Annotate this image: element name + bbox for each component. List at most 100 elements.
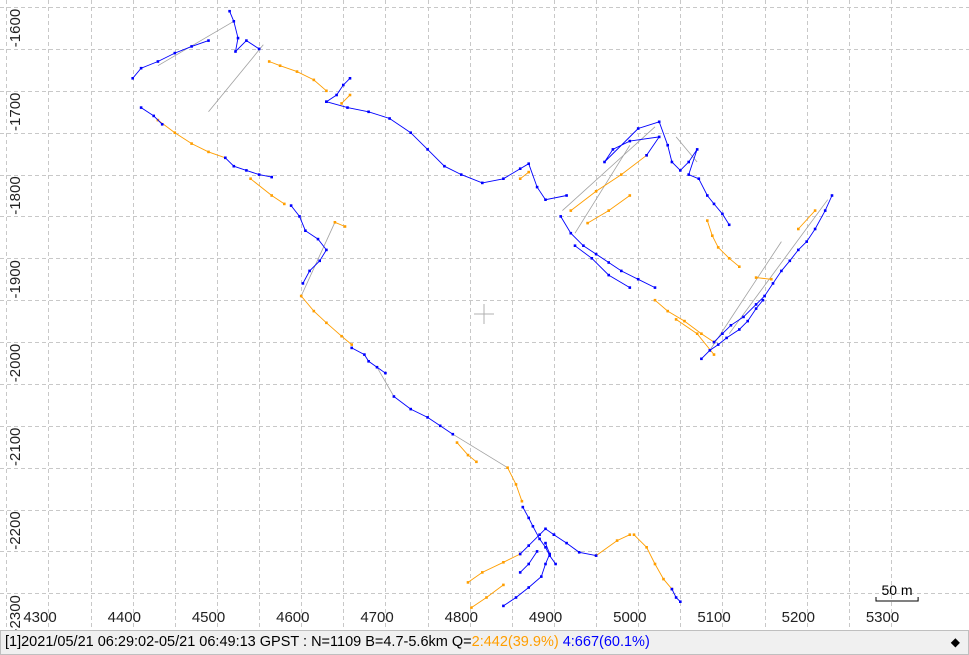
track-point — [190, 45, 193, 48]
track-point — [348, 77, 352, 80]
menu-diamond-icon[interactable]: ◆ — [950, 635, 960, 649]
track-point — [552, 533, 556, 536]
track-point — [716, 246, 720, 249]
track-point — [628, 194, 632, 197]
track-point — [518, 177, 522, 180]
track-point — [805, 240, 808, 243]
track-point — [830, 194, 834, 197]
track-point — [729, 324, 733, 327]
track-point — [514, 596, 518, 599]
track-point — [569, 231, 573, 235]
series-line — [574, 245, 631, 288]
track-plot[interactable]: 4300 4400 4500 4600 4700 4800 4900 5000 5100 5200… — [0, 0, 969, 630]
track-point — [375, 365, 379, 369]
track-point — [232, 164, 236, 168]
track-point — [594, 252, 598, 256]
track-point — [742, 315, 745, 319]
connector-lines — [157, 20, 829, 469]
track-point — [657, 135, 661, 139]
track-point — [388, 117, 391, 120]
connector-line — [728, 199, 829, 334]
track-point — [531, 525, 535, 528]
status-summary: [1]2021/05/21 06:29:02-05/21 06:49:13 GP… — [5, 634, 472, 650]
track-point — [518, 571, 522, 574]
track-point — [636, 277, 640, 281]
track-point — [514, 483, 518, 486]
track-point — [770, 277, 773, 281]
track-point — [367, 110, 370, 114]
track-point — [700, 357, 703, 361]
track-point — [318, 259, 321, 263]
series-line — [250, 178, 285, 205]
track-point — [554, 562, 557, 566]
y-tick-label: -2100 — [7, 428, 24, 466]
track-point — [325, 89, 328, 93]
series-line — [229, 11, 260, 53]
series-line — [132, 40, 209, 79]
track-point — [695, 332, 699, 335]
track-point — [342, 83, 345, 87]
track-point — [190, 142, 193, 145]
y-tick-label: -1600 — [7, 9, 24, 47]
track-point — [409, 131, 412, 134]
track-point — [173, 131, 177, 134]
track-point — [350, 346, 353, 350]
track-point — [156, 60, 160, 63]
track-point — [466, 581, 470, 584]
track-point — [224, 156, 227, 160]
y-tick-label: -2200 — [7, 511, 24, 549]
track-point — [573, 244, 577, 247]
connector-line — [157, 20, 235, 67]
track-point — [670, 587, 674, 591]
track-point — [409, 407, 412, 411]
track-point — [683, 319, 686, 323]
series-line — [756, 277, 772, 280]
series-line — [341, 94, 351, 104]
track-point — [813, 227, 817, 231]
track-point — [712, 340, 716, 344]
connector-line — [562, 126, 656, 211]
track-point — [295, 70, 299, 73]
track-point — [392, 395, 396, 398]
track-point — [540, 575, 543, 578]
series-line — [269, 61, 327, 92]
track-point — [367, 360, 370, 363]
series-line — [326, 77, 351, 103]
track-point — [270, 175, 273, 179]
track-point — [636, 127, 640, 130]
track-point — [754, 303, 758, 306]
x-tick-label: 4800 — [445, 609, 478, 626]
track-point — [521, 505, 525, 509]
status-q2-count: 2:442(39.9%) — [471, 634, 559, 650]
series-line — [326, 101, 567, 201]
series-line — [334, 221, 346, 227]
track-point — [207, 39, 210, 42]
track-point — [670, 160, 674, 164]
track-point — [475, 460, 478, 464]
track-point — [538, 533, 541, 536]
track-point — [257, 173, 261, 176]
track-point — [548, 552, 551, 556]
track-point — [577, 551, 581, 554]
track-point — [645, 546, 648, 549]
series-line — [224, 157, 272, 178]
track-point — [620, 173, 623, 176]
track-point — [459, 173, 463, 176]
x-tick-label: 4500 — [192, 609, 225, 626]
series-line — [797, 210, 816, 230]
track-point — [797, 227, 800, 231]
track-point — [278, 64, 282, 67]
track-point — [620, 269, 623, 273]
track-point — [594, 554, 598, 557]
track-point — [160, 123, 164, 126]
track-point — [267, 60, 271, 63]
track-point — [674, 596, 678, 599]
series-line — [675, 319, 715, 355]
track-point — [502, 604, 505, 608]
track-point — [249, 177, 252, 180]
track-point — [245, 39, 248, 42]
x-tick-label: 5200 — [782, 609, 815, 626]
track-point — [257, 47, 261, 51]
track-point — [594, 190, 598, 193]
track-point — [607, 261, 610, 264]
